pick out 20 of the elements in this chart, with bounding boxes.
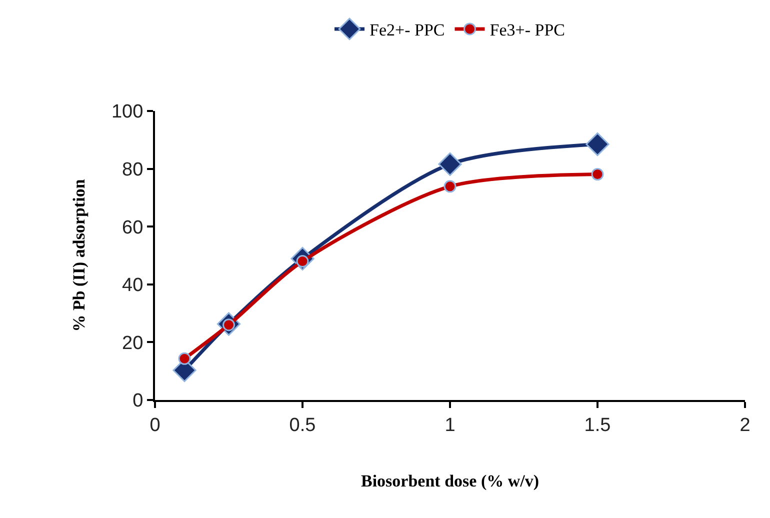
legend-label: Fe2+- PPC — [370, 20, 445, 40]
x-tick-label: 0 — [150, 414, 160, 436]
x-tick-label: 2 — [740, 414, 750, 436]
y-tick-label: 0 — [132, 390, 144, 412]
x-tick-label: 0.5 — [289, 414, 316, 436]
point — [591, 168, 604, 181]
y-tick-label: 40 — [122, 275, 144, 296]
point — [444, 180, 456, 193]
y-tick-label: 20 — [122, 332, 144, 354]
point — [586, 132, 610, 156]
y-tick-label: 80 — [122, 159, 144, 180]
legend-label: Fe3+- PPC — [490, 20, 565, 40]
x-axis-title: Biosorbent dose (% w/v) — [360, 472, 540, 491]
y-axis-title: % Pb (II) adsorption — [70, 178, 89, 332]
point — [178, 352, 191, 365]
point — [438, 152, 462, 176]
y-tick-label: 60 — [122, 217, 144, 238]
y-tick-label: 100 — [111, 102, 144, 123]
x-tick-label: 1 — [444, 414, 456, 436]
x-tick-label: 1.5 — [584, 414, 611, 436]
